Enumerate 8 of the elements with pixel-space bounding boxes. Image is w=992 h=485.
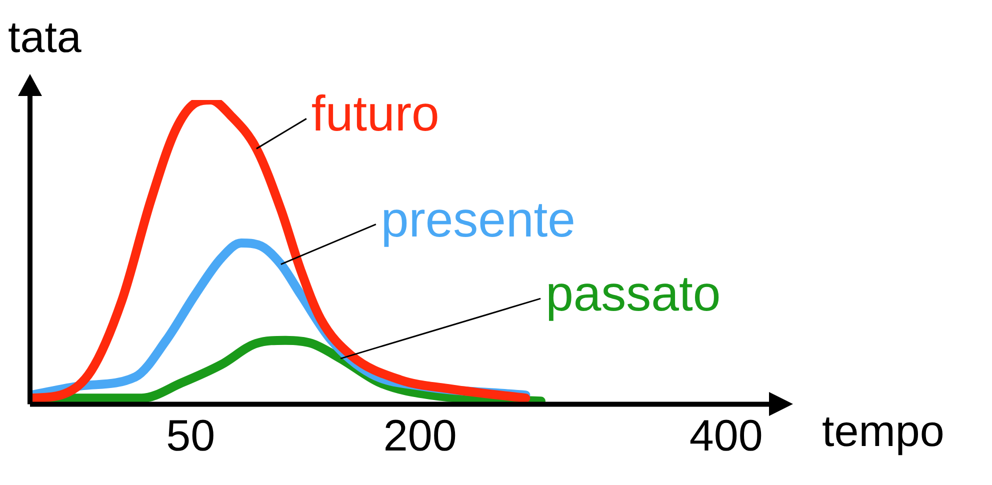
x-tick-label: 400 [689, 412, 763, 461]
x-tick-label: 200 [383, 412, 457, 461]
series-label: presente [380, 191, 576, 248]
series-label: passato [546, 266, 721, 322]
series-label: futuro [311, 86, 440, 142]
x-axis-title: tempo [822, 407, 944, 456]
x-tick-label: 50 [166, 412, 216, 461]
y-axis-title: tata [8, 13, 82, 62]
